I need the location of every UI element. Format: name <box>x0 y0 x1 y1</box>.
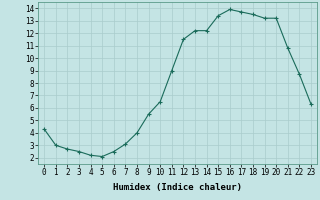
X-axis label: Humidex (Indice chaleur): Humidex (Indice chaleur) <box>113 183 242 192</box>
